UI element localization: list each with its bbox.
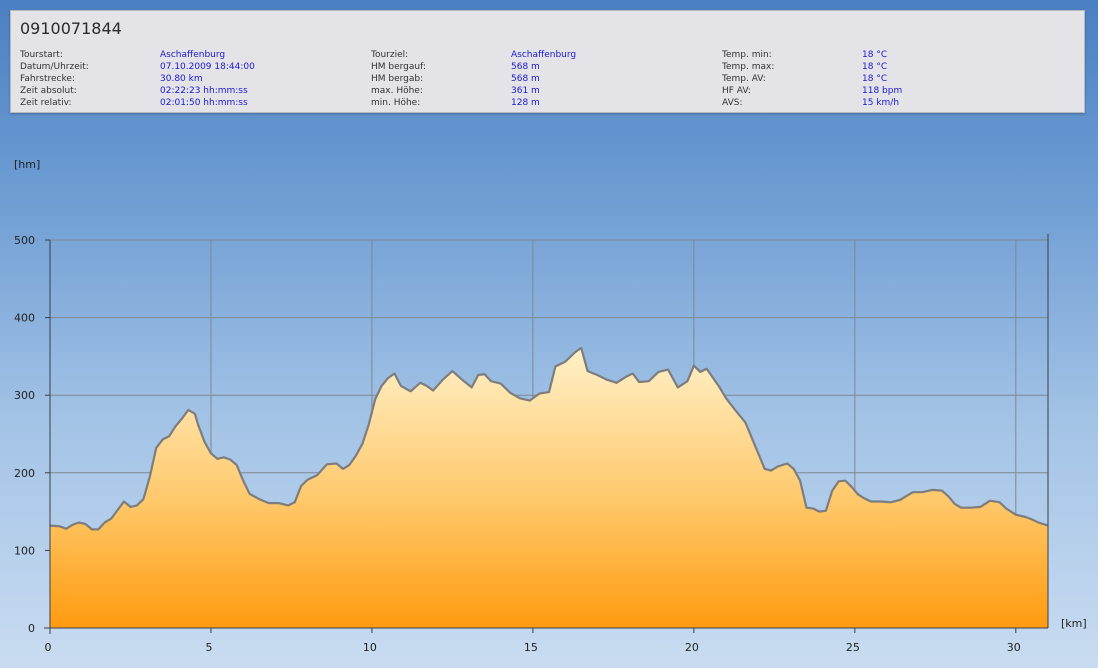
x-tick-label: 25 bbox=[846, 641, 860, 654]
info-value: 568 m bbox=[511, 74, 540, 84]
x-tick-label: 0 bbox=[45, 641, 52, 654]
info-label: Zeit relativ: bbox=[20, 98, 72, 108]
info-label: Tourstart: bbox=[20, 50, 63, 60]
info-label: Zeit absolut: bbox=[20, 86, 77, 96]
info-label: min. Höhe: bbox=[371, 98, 421, 108]
info-value: 568 m bbox=[511, 62, 540, 72]
chart-axes bbox=[44, 234, 1049, 634]
info-label: Datum/Uhrzeit: bbox=[20, 62, 89, 72]
tour-info-panel: 0910071844 Tourstart: Aschaffenburg Datum/… bbox=[10, 10, 1085, 113]
info-value: Aschaffenburg bbox=[511, 50, 577, 60]
info-value: 30.80 km bbox=[160, 74, 203, 84]
info-label: Temp. min: bbox=[722, 50, 772, 60]
info-label: HM bergauf: bbox=[371, 62, 426, 72]
info-value: 361 m bbox=[511, 86, 540, 96]
info-value: Aschaffenburg bbox=[160, 50, 226, 60]
y-tick-label: 100 bbox=[14, 544, 35, 557]
info-value: 128 m bbox=[511, 98, 540, 108]
info-value: 18 °C bbox=[862, 74, 888, 84]
x-axis-label: [km] bbox=[1061, 617, 1087, 630]
info-value: 02:01:50 hh:mm:ss bbox=[160, 98, 248, 108]
y-tick-label: 400 bbox=[14, 312, 35, 325]
y-tick-label: 500 bbox=[14, 234, 35, 247]
info-label: Temp. AV: bbox=[722, 74, 766, 84]
x-tick-label: 30 bbox=[1007, 641, 1021, 654]
y-tick-label: 0 bbox=[28, 622, 35, 635]
x-tick-label: 20 bbox=[685, 641, 699, 654]
y-tick-label: 300 bbox=[14, 389, 35, 402]
elevation-line bbox=[49, 346, 1049, 531]
info-value: 18 °C bbox=[862, 62, 888, 72]
info-label: Fahrstrecke: bbox=[20, 74, 75, 84]
chart-tick-labels: 0 100 200 300 400 500 0 5 10 15 20 25 30 bbox=[14, 234, 1021, 654]
info-value: 02:22:23 hh:mm:ss bbox=[160, 86, 248, 96]
elevation-area bbox=[50, 347, 1048, 628]
x-tick-label: 15 bbox=[524, 641, 538, 654]
x-tick-label: 10 bbox=[363, 641, 377, 654]
y-axis-label: [hm] bbox=[14, 158, 40, 171]
info-value: 18 °C bbox=[862, 50, 888, 60]
info-label: Tourziel: bbox=[371, 50, 409, 60]
x-tick-label: 5 bbox=[205, 641, 212, 654]
info-label: max. Höhe: bbox=[371, 86, 423, 96]
info-label: AVS: bbox=[722, 98, 743, 108]
y-tick-label: 200 bbox=[14, 467, 35, 480]
tour-id: 0910071844 bbox=[20, 19, 122, 38]
info-value: 118 bpm bbox=[862, 86, 903, 96]
info-label: HM bergab: bbox=[371, 74, 424, 84]
info-value: 15 km/h bbox=[862, 98, 900, 108]
info-value: 07.10.2009 18:44:00 bbox=[160, 62, 255, 72]
info-label: Temp. max: bbox=[722, 62, 775, 72]
info-label: HF AV: bbox=[722, 86, 751, 96]
